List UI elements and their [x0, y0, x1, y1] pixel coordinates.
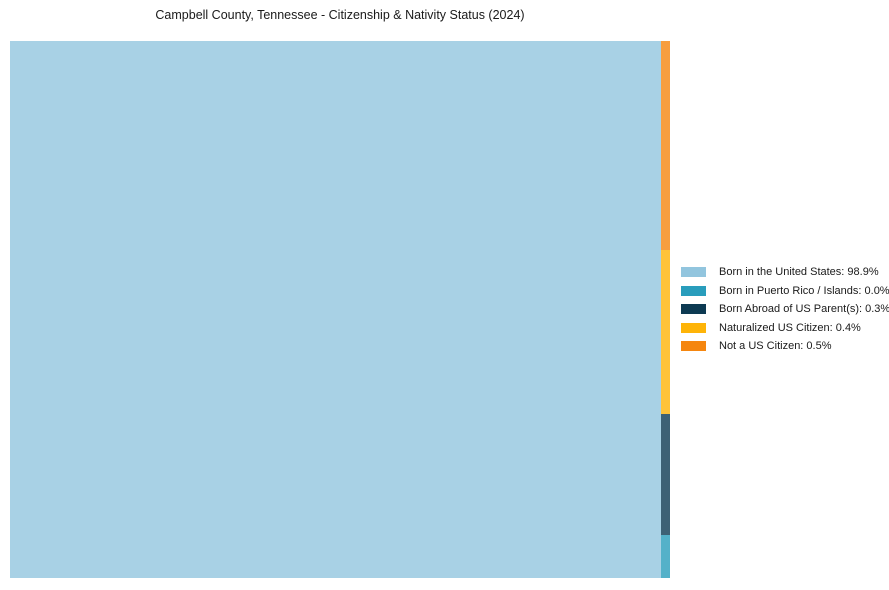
chart-title: Campbell County, Tennessee - Citizenship…	[155, 8, 525, 22]
legend-label-not-a-us-citizen: Not a US Citizen: 0.5%	[719, 340, 832, 353]
legend-label-naturalized-us-citizen: Naturalized US Citizen: 0.4%	[719, 321, 861, 334]
legend-label-born-in-the-united-states: Born in the United States: 98.9%	[719, 266, 879, 279]
legend-swatch-born-in-the-united-states	[681, 267, 706, 278]
treemap-cell-born-in-puerto-rico-islands	[661, 535, 670, 578]
legend-swatch-not-a-us-citizen	[681, 341, 706, 352]
treemap-cell-naturalized-us-citizen	[661, 250, 670, 414]
legend-swatch-naturalized-us-citizen	[681, 322, 706, 333]
legend-item-born-in-puerto-rico-islands: Born in Puerto Rico / Islands: 0.0%	[681, 282, 889, 301]
legend-label-born-abroad-of-us-parent-s: Born Abroad of US Parent(s): 0.3%	[719, 303, 889, 316]
legend-item-born-in-the-united-states: Born in the United States: 98.9%	[681, 263, 889, 282]
treemap-cell-not-a-us-citizen	[661, 41, 670, 250]
treemap-cell-born-in-the-united-states	[10, 41, 661, 578]
legend-swatch-born-in-puerto-rico-islands	[681, 285, 706, 296]
legend-item-not-a-us-citizen: Not a US Citizen: 0.5%	[681, 337, 889, 356]
legend-item-born-abroad-of-us-parent-s: Born Abroad of US Parent(s): 0.3%	[681, 300, 889, 319]
treemap	[10, 41, 670, 578]
legend-swatch-born-abroad-of-us-parent-s	[681, 304, 706, 315]
legend: Born in the United States: 98.9% Born in …	[681, 263, 889, 356]
legend-item-naturalized-us-citizen: Naturalized US Citizen: 0.4%	[681, 319, 889, 338]
legend-label-born-in-puerto-rico-islands: Born in Puerto Rico / Islands: 0.0%	[719, 284, 889, 297]
treemap-cell-born-abroad-of-us-parent-s	[661, 414, 670, 535]
